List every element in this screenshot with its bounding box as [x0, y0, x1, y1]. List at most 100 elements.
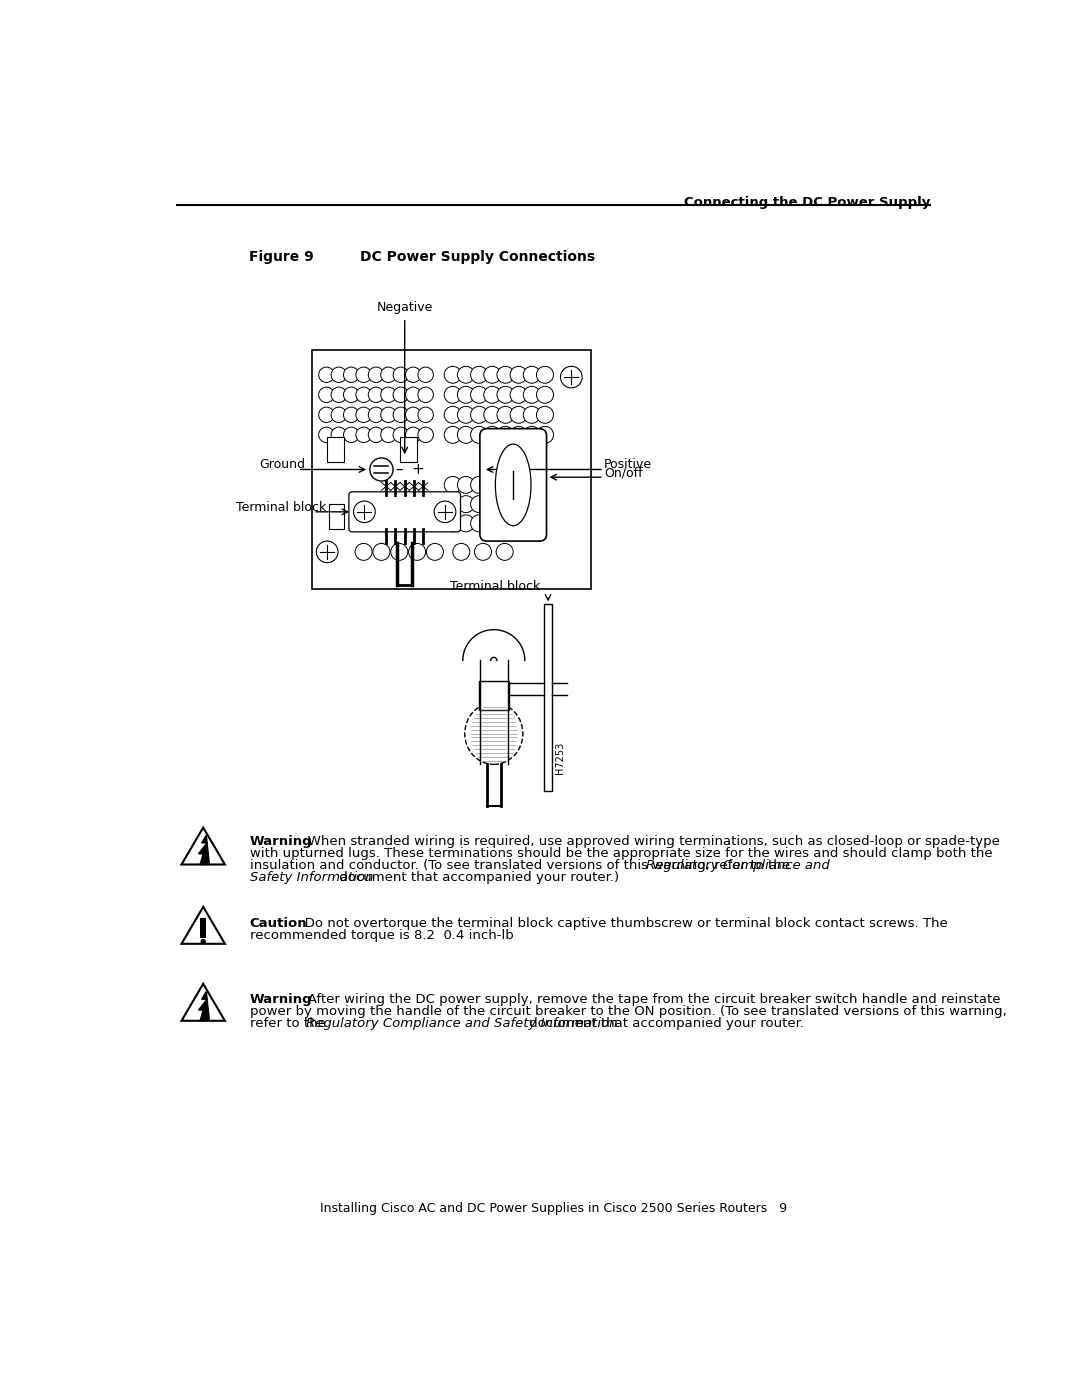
Circle shape	[427, 543, 444, 560]
Circle shape	[418, 387, 433, 402]
Circle shape	[471, 366, 488, 383]
Circle shape	[380, 427, 396, 443]
Text: document that accompanied your router.: document that accompanied your router.	[525, 1017, 804, 1030]
Circle shape	[434, 502, 456, 522]
Text: refer to the: refer to the	[249, 1017, 329, 1030]
Circle shape	[510, 496, 527, 513]
Circle shape	[444, 426, 461, 443]
Polygon shape	[181, 983, 225, 1021]
Text: document that accompanied your router.): document that accompanied your router.)	[335, 872, 619, 884]
Circle shape	[380, 407, 396, 422]
Circle shape	[497, 515, 514, 532]
Circle shape	[393, 387, 408, 402]
Circle shape	[353, 502, 375, 522]
Circle shape	[355, 543, 373, 560]
Text: Positive: Positive	[604, 458, 652, 471]
Circle shape	[408, 543, 426, 560]
Circle shape	[474, 543, 491, 560]
Bar	[400, 437, 417, 462]
Ellipse shape	[464, 703, 523, 764]
Circle shape	[497, 426, 514, 443]
Circle shape	[471, 387, 488, 404]
Bar	[328, 504, 345, 529]
Circle shape	[380, 387, 396, 402]
Circle shape	[332, 427, 347, 443]
Circle shape	[537, 426, 554, 443]
Circle shape	[368, 387, 383, 402]
FancyBboxPatch shape	[349, 492, 460, 532]
Circle shape	[405, 367, 421, 383]
Circle shape	[405, 407, 421, 422]
Text: Terminal block: Terminal block	[450, 580, 540, 592]
Polygon shape	[181, 907, 225, 944]
Circle shape	[458, 407, 474, 423]
FancyBboxPatch shape	[480, 429, 546, 541]
Circle shape	[444, 515, 461, 532]
Text: recommended torque is 8.2  0.4 inch-lb: recommended torque is 8.2 0.4 inch-lb	[249, 929, 513, 942]
Circle shape	[393, 427, 408, 443]
Circle shape	[497, 366, 514, 383]
Circle shape	[405, 387, 421, 402]
Circle shape	[393, 367, 408, 383]
Circle shape	[343, 407, 359, 422]
Circle shape	[510, 515, 527, 532]
Circle shape	[444, 387, 461, 404]
Text: with upturned lugs. These terminations should be the appropriate size for the wi: with upturned lugs. These terminations s…	[249, 847, 993, 861]
Circle shape	[380, 367, 396, 383]
Circle shape	[484, 426, 501, 443]
Text: power by moving the handle of the circuit breaker to the ON position. (To see tr: power by moving the handle of the circui…	[249, 1004, 1007, 1018]
Circle shape	[444, 496, 461, 513]
Circle shape	[369, 458, 393, 481]
Circle shape	[356, 407, 372, 422]
Bar	[201, 918, 206, 937]
Text: After wiring the DC power supply, remove the tape from the circuit breaker switc: After wiring the DC power supply, remove…	[295, 993, 1000, 1006]
Circle shape	[201, 939, 206, 944]
Circle shape	[368, 427, 383, 443]
Circle shape	[343, 367, 359, 383]
Circle shape	[497, 407, 514, 423]
Text: On/off: On/off	[604, 467, 643, 479]
Circle shape	[496, 543, 513, 560]
Circle shape	[453, 543, 470, 560]
Circle shape	[497, 496, 514, 513]
Circle shape	[484, 407, 501, 423]
Circle shape	[332, 407, 347, 422]
Circle shape	[332, 367, 347, 383]
Circle shape	[537, 407, 554, 423]
Text: Negative: Negative	[377, 300, 433, 314]
Text: Figure 9: Figure 9	[248, 250, 313, 264]
Circle shape	[343, 387, 359, 402]
Circle shape	[356, 387, 372, 402]
Polygon shape	[199, 835, 210, 865]
Text: Warning: Warning	[249, 835, 312, 848]
Circle shape	[356, 367, 372, 383]
Circle shape	[524, 366, 540, 383]
Text: –: –	[395, 462, 403, 476]
Text: Do not overtorque the terminal block captive thumbscrew or terminal block contac: Do not overtorque the terminal block cap…	[293, 916, 948, 930]
Text: Caution: Caution	[249, 916, 308, 930]
Circle shape	[497, 387, 514, 404]
Circle shape	[319, 407, 334, 422]
Circle shape	[537, 387, 554, 404]
Text: Safety Information: Safety Information	[249, 872, 374, 884]
Circle shape	[393, 407, 408, 422]
Polygon shape	[181, 827, 225, 865]
Text: Terminal block: Terminal block	[235, 500, 326, 514]
Circle shape	[316, 541, 338, 563]
Text: H7253: H7253	[555, 742, 565, 774]
Bar	[327, 437, 345, 462]
Circle shape	[484, 476, 501, 493]
Bar	[312, 351, 591, 588]
Text: +: +	[410, 462, 423, 476]
Text: Regulatory Compliance and: Regulatory Compliance and	[647, 859, 831, 872]
Circle shape	[418, 407, 433, 422]
Circle shape	[458, 387, 474, 404]
Circle shape	[497, 476, 514, 493]
Text: When stranded wiring is required, use approved wiring terminations, such as clos: When stranded wiring is required, use ap…	[295, 835, 999, 848]
Circle shape	[444, 476, 461, 493]
Circle shape	[471, 407, 488, 423]
Circle shape	[510, 476, 527, 493]
Circle shape	[373, 543, 390, 560]
Circle shape	[458, 496, 474, 513]
Circle shape	[418, 427, 433, 443]
